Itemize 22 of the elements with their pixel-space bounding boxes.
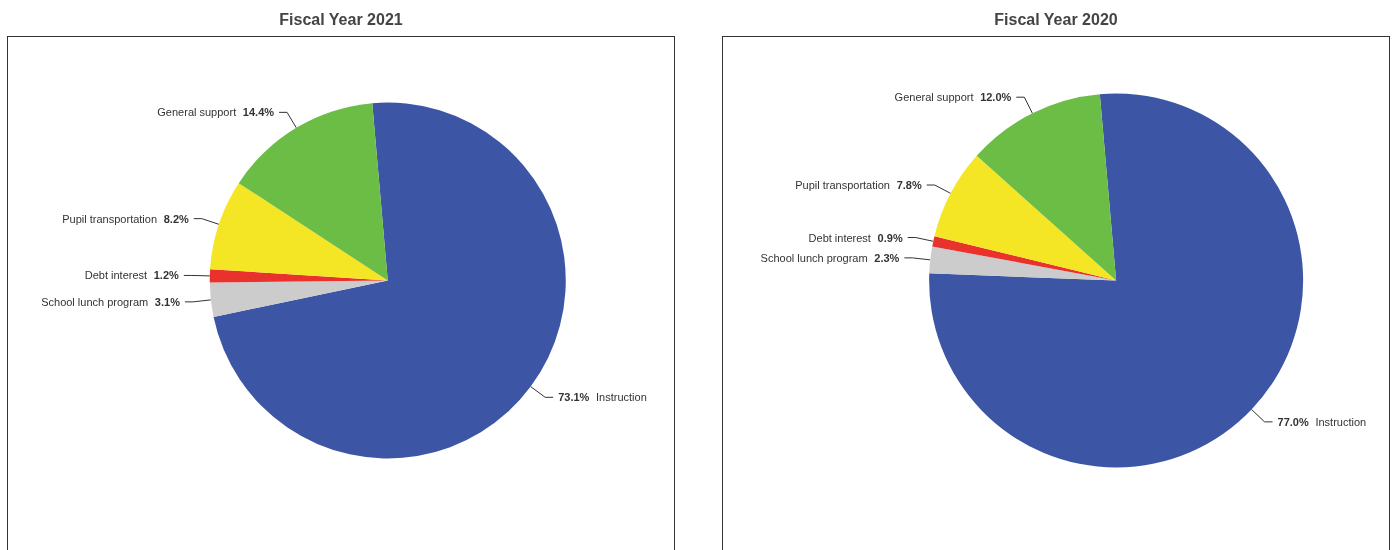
data-label: 3.1% xyxy=(154,295,181,308)
data-label: 12.0% xyxy=(980,91,1012,104)
data-label: 2.3% xyxy=(874,251,900,264)
slice-label: Instruction xyxy=(596,391,647,404)
data-label: 77.0% xyxy=(1277,415,1309,428)
slice-label: School lunch program xyxy=(760,251,868,264)
slice-label: Debt interest xyxy=(808,231,871,244)
slice-label: Instruction xyxy=(1315,415,1367,428)
slice-label: Pupil transportation xyxy=(795,179,890,192)
data-label: 73.1% xyxy=(558,391,590,404)
data-label: 8.2% xyxy=(163,212,189,225)
data-label: 14.4% xyxy=(242,106,275,119)
data-label: 7.8% xyxy=(896,179,922,192)
slice-label: Debt interest xyxy=(84,269,148,282)
slice-label: Pupil transportation xyxy=(62,212,158,225)
slice-label: General support xyxy=(894,91,974,104)
data-label: 1.2% xyxy=(153,269,180,282)
slice-label: School lunch program xyxy=(41,295,149,308)
chart-title: Fiscal Year 2020 xyxy=(994,10,1118,28)
slice-label: General support xyxy=(157,106,237,119)
data-label: 0.9% xyxy=(877,231,903,244)
chart-title: Fiscal Year 2021 xyxy=(279,10,403,28)
